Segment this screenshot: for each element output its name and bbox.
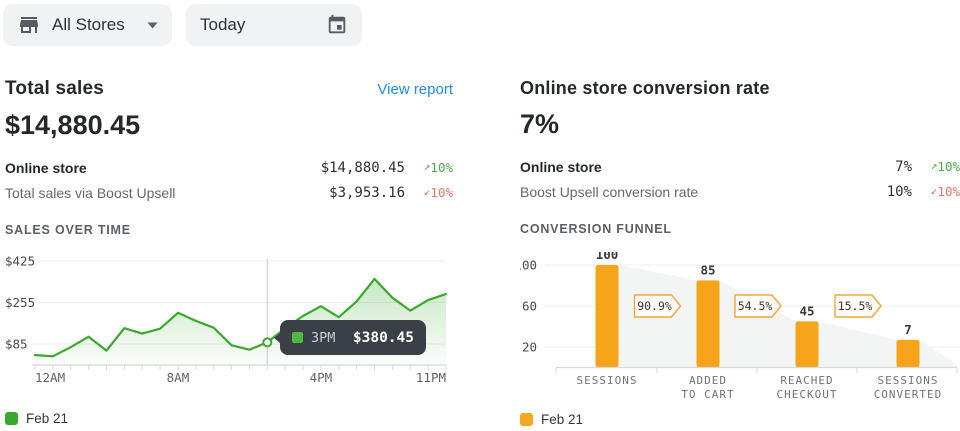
date-selector-label: Today: [200, 15, 246, 34]
sales-legend: Feb 21: [5, 411, 453, 426]
svg-text:4PM: 4PM: [310, 370, 333, 385]
date-selector-button[interactable]: Today: [186, 4, 362, 46]
funnel-legend: Feb 21: [520, 412, 960, 427]
tooltip-time: 3PM: [311, 329, 336, 346]
conversion-funnel-svg[interactable]: 100 60 20 100 85 45 7 90.9% 54.5% 15.5% SESSIONS AD…: [514, 247, 960, 404]
tooltip-value: $380.45: [352, 329, 414, 346]
calendar-icon: [328, 14, 346, 34]
metric-label: Boost Upsell conversion rate: [520, 183, 699, 200]
svg-text:8AM: 8AM: [167, 370, 190, 385]
svg-text:SESSIONS: SESSIONS: [878, 374, 939, 387]
conversion-rate-panel: Online store conversion rate 7% Online s…: [514, 78, 960, 427]
chevron-down-icon: [147, 22, 158, 28]
svg-text:20: 20: [522, 340, 537, 355]
svg-text:90.9%: 90.9%: [637, 299, 672, 313]
metric-row-boost-upsell-rate: Boost Upsell conversion rate 10% ↙10%: [520, 179, 960, 204]
metric-label: Online store: [5, 159, 87, 176]
dashboard: Total sales View report $14,880.45 Onlin…: [0, 78, 960, 427]
conversion-funnel-chart[interactable]: 100 60 20 100 85 45 7 90.9% 54.5% 15.5% SESSIONS AD…: [514, 247, 960, 404]
conversion-value: 7%: [520, 109, 560, 139]
svg-text:$425: $425: [5, 254, 35, 269]
svg-text:54.5%: 54.5%: [738, 299, 773, 313]
sales-line-chart[interactable]: $85 $255 $425 12AM 8AM 4PM 11PM 3PM $380.45: [5, 245, 450, 387]
metric-label: Total sales via Boost Upsell: [5, 184, 176, 201]
metric-delta: ↙10%: [930, 184, 960, 199]
metric-row-online-store-rate: Online store 7% ↗10%: [520, 154, 960, 179]
sales-over-time-heading: SALES OVER TIME: [5, 223, 131, 237]
metric-delta: ↙10%: [423, 185, 453, 200]
chart-tooltip: 3PM $380.45: [274, 320, 426, 355]
svg-text:REACHED: REACHED: [780, 374, 833, 387]
legend-swatch-orange: [520, 413, 533, 426]
store-selector-button[interactable]: All Stores: [3, 4, 172, 46]
conversion-title: Online store conversion rate: [520, 78, 770, 98]
svg-text:SESSIONS: SESSIONS: [577, 374, 638, 387]
svg-text:7: 7: [904, 322, 912, 337]
conversion-badge: [633, 294, 682, 318]
funnel-bar[interactable]: [896, 339, 920, 368]
total-sales-title: Total sales: [5, 78, 104, 99]
svg-text:11PM: 11PM: [416, 370, 446, 385]
legend-label: Feb 21: [26, 411, 69, 426]
funnel-area: [595, 265, 957, 368]
legend-swatch-green: [5, 412, 18, 425]
store-icon: [20, 17, 38, 33]
metric-value: $14,880.45: [320, 159, 405, 176]
svg-text:85: 85: [700, 262, 715, 277]
svg-text:100: 100: [596, 252, 619, 262]
metric-label: Online store: [520, 158, 602, 175]
sales-line: [33, 277, 448, 358]
svg-text:ADDED: ADDED: [689, 374, 727, 387]
svg-text:CHECKOUT: CHECKOUT: [777, 388, 838, 401]
trend-arrow-icon: ↗: [423, 160, 431, 173]
total-sales-panel: Total sales View report $14,880.45 Onlin…: [5, 78, 453, 427]
funnel-bar[interactable]: [595, 265, 619, 368]
svg-text:100: 100: [520, 258, 537, 273]
store-selector-label: All Stores: [52, 15, 125, 34]
trend-arrow-icon: ↗: [930, 159, 938, 172]
hover-point-marker[interactable]: [262, 337, 273, 348]
metric-value: 10%: [886, 183, 912, 200]
svg-text:60: 60: [522, 299, 537, 314]
metric-value: $3,953.16: [329, 184, 405, 201]
conversion-badge: [734, 294, 782, 318]
svg-text:12AM: 12AM: [35, 370, 65, 385]
conversion-funnel-heading: CONVERSION FUNNEL: [520, 222, 672, 236]
topbar: All Stores Today: [3, 4, 960, 46]
sales-line-chart-svg[interactable]: $85 $255 $425 12AM 8AM 4PM 11PM: [5, 245, 450, 387]
svg-text:CONVERTED: CONVERTED: [874, 388, 943, 401]
funnel-bar[interactable]: [696, 280, 720, 368]
metric-delta: ↗10%: [423, 160, 453, 175]
metric-row-boost-upsell: Total sales via Boost Upsell $3,953.16 ↙…: [5, 180, 453, 205]
metric-value: 7%: [895, 158, 912, 175]
svg-text:$255: $255: [5, 295, 35, 310]
trend-arrow-icon: ↙: [423, 185, 431, 198]
svg-text:$85: $85: [5, 337, 28, 352]
svg-text:45: 45: [799, 303, 814, 318]
conversion-badge: [834, 294, 882, 318]
legend-label: Feb 21: [541, 412, 584, 427]
svg-text:TO CART: TO CART: [681, 388, 734, 401]
svg-text:15.5%: 15.5%: [838, 299, 873, 313]
view-report-link[interactable]: View report: [377, 81, 453, 98]
trend-arrow-icon: ↙: [930, 184, 938, 197]
funnel-bar[interactable]: [795, 321, 819, 368]
metric-row-online-store: Online store $14,880.45 ↗10%: [5, 155, 453, 180]
tooltip-series-swatch: [292, 332, 303, 343]
total-sales-value: $14,880.45: [5, 110, 141, 140]
metric-delta: ↗10%: [930, 159, 960, 174]
